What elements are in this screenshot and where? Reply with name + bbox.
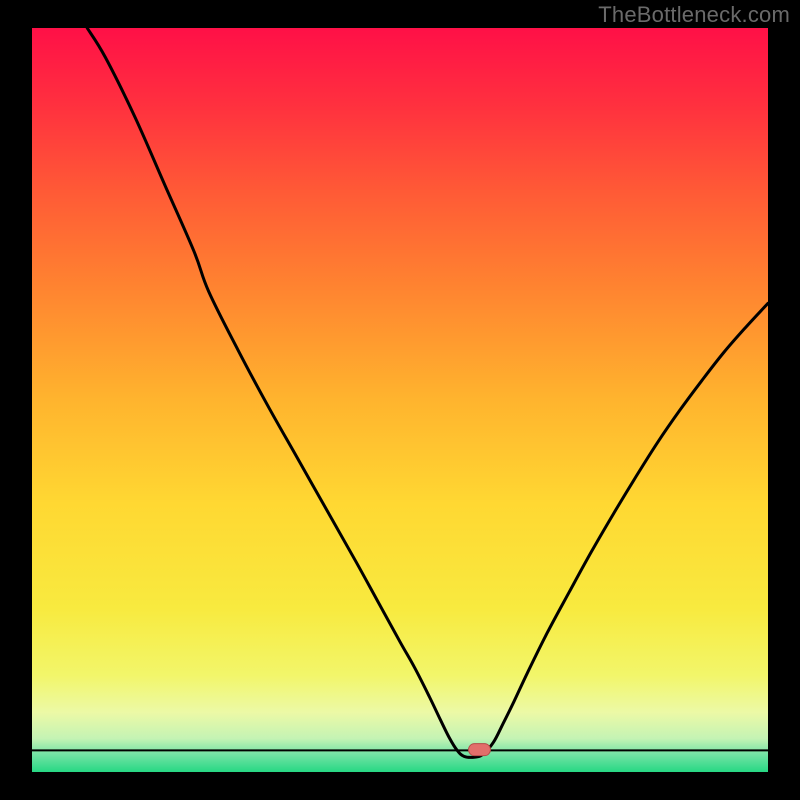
watermark-text: TheBottleneck.com: [598, 2, 790, 28]
chart-stage: TheBottleneck.com: [0, 0, 800, 800]
bottleneck-chart: [0, 0, 800, 800]
optimum-marker: [468, 744, 490, 756]
plot-background: [32, 28, 768, 772]
